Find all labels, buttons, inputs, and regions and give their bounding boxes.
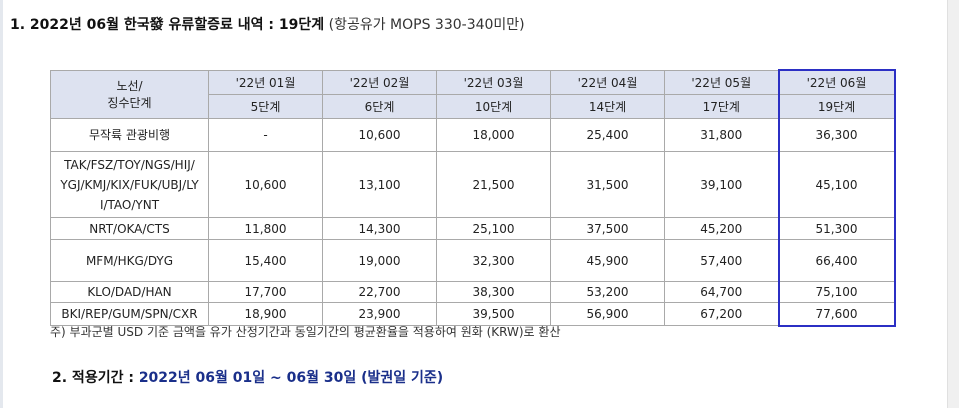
fare-cell: 10,600	[208, 151, 323, 218]
fare-cell: 57,400	[664, 239, 779, 282]
header-stage: 14단계	[550, 94, 665, 119]
table-row: BKI/REP/GUM/SPN/CXR 18,900 23,900 39,500…	[50, 302, 896, 327]
fare-cell: 64,700	[664, 281, 779, 303]
fare-cell-selected: 36,300	[777, 118, 896, 152]
fare-cell: 10,600	[322, 118, 437, 152]
fare-cell: 45,900	[550, 239, 665, 282]
table-row: NRT/OKA/CTS 11,800 14,300 25,100 37,500 …	[50, 217, 896, 240]
table-row: MFM/HKG/DYG 15,400 19,000 32,300 45,900 …	[50, 239, 896, 282]
application-period: 2022년 06월 01일 ~ 06월 30일 (발권일 기준)	[138, 370, 444, 386]
fare-cell: 25,100	[436, 217, 551, 240]
header-month: '22년 05월	[664, 69, 779, 95]
section1-title-note: (항공유가 MOPS 330-340미만)	[328, 17, 525, 33]
route-line: I/TAO/YNT	[99, 197, 160, 212]
fare-cell: 45,200	[664, 217, 779, 240]
fare-cell: -	[208, 118, 323, 152]
fare-cell: 22,700	[322, 281, 437, 303]
header-stage: 10단계	[436, 94, 551, 119]
header-stage: 17단계	[664, 94, 779, 119]
footnote: 주) 부과군별 USD 기준 금액을 유가 산정기간과 동일기간의 평균환율을 …	[50, 325, 561, 339]
fare-cell: 23,900	[322, 302, 437, 326]
fare-cell: 25,400	[550, 118, 665, 152]
fuel-surcharge-table: 노선/ 징수단계 '22년 01월 '22년 02월 '22년 03월 '22년…	[50, 69, 896, 327]
header-route-label: 노선/	[116, 79, 143, 94]
fare-cell: 39,500	[436, 302, 551, 326]
fare-cell: 19,000	[322, 239, 437, 282]
header-stage: 6단계	[322, 94, 437, 119]
header-stage: 5단계	[208, 94, 323, 119]
fare-cell-selected: 75,100	[777, 281, 896, 303]
route-cell: TAK/FSZ/TOY/NGS/HIJ/ YGJ/KMJ/KIX/FUK/UBJ…	[50, 151, 209, 218]
route-cell: NRT/OKA/CTS	[50, 217, 209, 240]
fare-cell: 18,000	[436, 118, 551, 152]
fare-cell: 17,700	[208, 281, 323, 303]
fare-cell: 38,300	[436, 281, 551, 303]
header-row-months: 노선/ 징수단계 '22년 01월 '22년 02월 '22년 03월 '22년…	[50, 69, 896, 119]
fare-cell-selected: 66,400	[777, 239, 896, 282]
header-month: '22년 02월	[322, 69, 437, 95]
fare-cell: 37,500	[550, 217, 665, 240]
fare-cell-selected: 77,600	[777, 302, 896, 327]
fare-cell: 53,200	[550, 281, 665, 303]
section1-heading: 1. 2022년 06월 한국發 유류할증료 내역 : 19단계 (항공유가 M…	[10, 14, 525, 34]
scrollbar-track[interactable]	[947, 0, 959, 408]
header-month-selected: '22년 06월	[777, 69, 896, 95]
table-row: 무작륙 관광비행 - 10,600 18,000 25,400 31,800 3…	[50, 118, 896, 152]
fare-cell: 31,500	[550, 151, 665, 218]
fare-cell: 18,900	[208, 302, 323, 326]
table-row: KLO/DAD/HAN 17,700 22,700 38,300 53,200 …	[50, 281, 896, 303]
table-row: TAK/FSZ/TOY/NGS/HIJ/ YGJ/KMJ/KIX/FUK/UBJ…	[50, 151, 896, 218]
route-cell: MFM/HKG/DYG	[50, 239, 209, 282]
fare-cell: 39,100	[664, 151, 779, 218]
fare-cell: 14,300	[322, 217, 437, 240]
header-month: '22년 01월	[208, 69, 323, 95]
header-row-stages: 5단계 6단계 10단계 14단계 17단계 19단계	[51, 94, 896, 119]
route-cell: BKI/REP/GUM/SPN/CXR	[50, 302, 209, 326]
fare-cell: 31,800	[664, 118, 779, 152]
header-stage-label: 징수단계	[107, 96, 152, 111]
route-line: YGJ/KMJ/KIX/FUK/UBJ/LY	[60, 177, 199, 192]
section2-label: 2. 적용기간 :	[52, 370, 134, 386]
fare-cell-selected: 51,300	[777, 217, 896, 240]
section2-heading: 2. 적용기간 : 2022년 06월 01일 ~ 06월 30일 (발권일 기…	[52, 367, 443, 387]
header-route-stage: 노선/ 징수단계	[50, 69, 209, 119]
left-edge-bar	[0, 0, 3, 408]
fare-cell: 15,400	[208, 239, 323, 282]
fare-cell: 32,300	[436, 239, 551, 282]
header-month: '22년 03월	[436, 69, 551, 95]
header-month: '22년 04월	[550, 69, 665, 95]
fare-cell: 13,100	[322, 151, 437, 218]
fare-cell-selected: 45,100	[777, 151, 896, 218]
section1-title: 1. 2022년 06월 한국發 유류할증료 내역 : 19단계	[10, 17, 325, 33]
header-stage-selected: 19단계	[777, 94, 896, 119]
fare-cell: 67,200	[664, 302, 779, 326]
fare-cell: 11,800	[208, 217, 323, 240]
fare-cell: 56,900	[550, 302, 665, 326]
route-line: TAK/FSZ/TOY/NGS/HIJ/	[64, 157, 195, 172]
route-cell: 무작륙 관광비행	[50, 118, 209, 152]
route-cell: KLO/DAD/HAN	[50, 281, 209, 303]
fare-cell: 21,500	[436, 151, 551, 218]
